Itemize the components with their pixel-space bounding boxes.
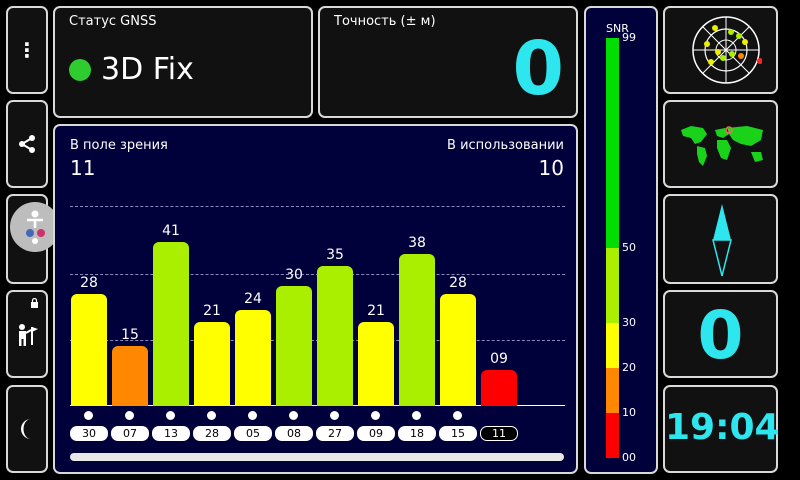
in-use-dot bbox=[453, 411, 462, 420]
compass-button[interactable] bbox=[663, 194, 778, 284]
gnss-status-panel: Статус GNSS 3D Fix bbox=[53, 6, 313, 118]
snr-bar bbox=[153, 242, 189, 406]
snr-bar-label: 09 bbox=[490, 351, 508, 367]
snr-scale-segment bbox=[606, 412, 619, 458]
gnss-status-label: Статус GNSS bbox=[69, 14, 157, 29]
snr-scale-segment bbox=[606, 248, 619, 323]
fix-indicator-dot bbox=[69, 59, 91, 81]
satellite-signal-panel: В поле зрения 11 В использовании 10 28 15… bbox=[53, 124, 578, 474]
snr-bar bbox=[358, 322, 394, 406]
snr-title: SNR bbox=[606, 22, 629, 35]
accuracy-label: Точность (± м) bbox=[334, 14, 436, 29]
snr-scale-tick: 00 bbox=[622, 451, 636, 464]
in-view-label: В поле зрения bbox=[70, 138, 168, 153]
satellite-id-tick: 28 bbox=[193, 426, 231, 441]
in-use-label: В использовании bbox=[447, 138, 564, 153]
compass-needle-icon bbox=[712, 204, 732, 277]
snr-bar-label: 28 bbox=[80, 275, 98, 291]
in-use-dot bbox=[207, 411, 216, 420]
accuracy-value: 0 bbox=[512, 26, 565, 112]
in-use-indicators bbox=[70, 410, 565, 422]
gnss-status-value: 3D Fix bbox=[101, 52, 194, 87]
satellite-ids: 30 07 13 28 05 08 27 09 18 15 11 bbox=[70, 426, 565, 444]
sky-plot-icon bbox=[692, 16, 762, 84]
snr-scale-tick: 30 bbox=[622, 315, 636, 329]
snr-scale-tick: 99 bbox=[622, 31, 636, 44]
snr-scale-tick: 20 bbox=[622, 360, 636, 374]
menu-icon: ⋮ bbox=[17, 38, 37, 62]
snr-bar-label: 21 bbox=[203, 303, 221, 319]
snr-scale-tick: 50 bbox=[622, 241, 636, 255]
share-button[interactable] bbox=[6, 100, 48, 188]
snr-bar-label: 21 bbox=[367, 303, 385, 319]
in-use-dot bbox=[289, 411, 298, 420]
in-use-dot bbox=[412, 411, 421, 420]
snr-bar bbox=[235, 310, 271, 406]
satellite-id-tick: 27 bbox=[316, 426, 354, 441]
scroll-bar[interactable] bbox=[70, 453, 564, 461]
world-map-button[interactable] bbox=[663, 100, 778, 188]
snr-bar-label: 15 bbox=[121, 327, 139, 343]
snr-bar bbox=[317, 266, 353, 406]
sky-view-button[interactable] bbox=[663, 6, 778, 94]
world-map-icon bbox=[681, 126, 763, 166]
snr-bar-label: 30 bbox=[285, 267, 303, 283]
snr-bar-label: 35 bbox=[326, 247, 344, 263]
satellite-id-tick: 05 bbox=[234, 426, 272, 441]
gridline bbox=[70, 206, 565, 207]
satellite-id-tick: 11 bbox=[480, 426, 518, 441]
snr-scale-tick: 10 bbox=[622, 405, 636, 419]
snr-bar bbox=[440, 294, 476, 406]
satellite-id-tick: 09 bbox=[357, 426, 395, 441]
snr-bar-chart: 28 15 41 21 24 30 35 21 38 28 09 bbox=[70, 206, 565, 406]
snr-scale-segment bbox=[606, 322, 619, 368]
in-view-count: 11 bbox=[70, 156, 96, 180]
snr-scale-segment bbox=[606, 367, 619, 413]
snr-bar bbox=[276, 286, 312, 406]
in-use-count: 10 bbox=[538, 156, 564, 180]
menu-button[interactable]: ⋮ bbox=[6, 6, 48, 94]
speed-value: 0 bbox=[697, 297, 744, 374]
in-use-dot bbox=[166, 411, 175, 420]
satellite-id-tick: 13 bbox=[152, 426, 190, 441]
in-use-dot bbox=[371, 411, 380, 420]
snr-bar bbox=[71, 294, 107, 406]
snr-scale-segment bbox=[606, 38, 619, 249]
person-flag-icon bbox=[19, 324, 38, 346]
snr-bar bbox=[399, 254, 435, 406]
satellite-id-tick: 30 bbox=[70, 426, 108, 441]
in-use-dot bbox=[248, 411, 257, 420]
snr-bar-label: 41 bbox=[162, 223, 180, 239]
night-mode-button[interactable] bbox=[6, 385, 48, 473]
in-use-dot bbox=[84, 411, 93, 420]
snr-bar-label: 38 bbox=[408, 235, 426, 251]
speed-panel: 0 bbox=[663, 290, 778, 378]
satellite-id-tick: 18 bbox=[398, 426, 436, 441]
person-flag-button[interactable] bbox=[6, 290, 48, 378]
satellite-id-tick: 08 bbox=[275, 426, 313, 441]
satellite-id-tick: 15 bbox=[439, 426, 477, 441]
snr-bar-label: 24 bbox=[244, 291, 262, 307]
clock-time: 19:04 bbox=[665, 407, 780, 448]
snr-legend-panel: SNR bbox=[584, 6, 658, 474]
lock-icon bbox=[31, 298, 38, 308]
accessibility-icon[interactable] bbox=[10, 202, 60, 252]
snr-bar bbox=[112, 346, 148, 406]
accuracy-panel: Точность (± м) 0 bbox=[318, 6, 578, 118]
snr-bar-label: 28 bbox=[449, 275, 467, 291]
clock-panel: 19:04 bbox=[663, 385, 780, 473]
moon-icon bbox=[21, 419, 31, 439]
in-use-dot bbox=[125, 411, 134, 420]
satellite-id-tick: 07 bbox=[111, 426, 149, 441]
in-use-dot bbox=[330, 411, 339, 420]
share-icon bbox=[19, 135, 35, 153]
snr-bar bbox=[194, 322, 230, 406]
snr-bar bbox=[481, 370, 517, 406]
